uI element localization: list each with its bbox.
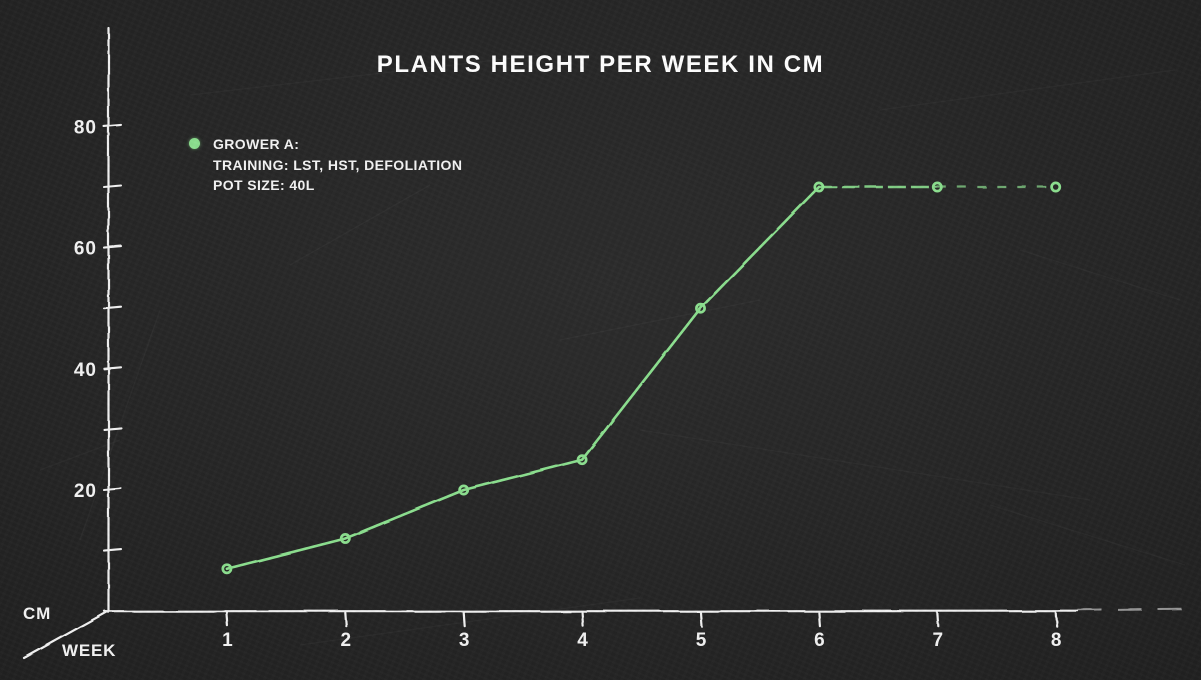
chart-title: PLANTS HEIGHT PER WEEK IN CM — [376, 51, 825, 78]
x-tick-label-5: 5 — [696, 630, 708, 651]
x-axis-label: WEEK — [62, 641, 117, 660]
x-tick-label-1: 1 — [222, 630, 234, 651]
data-point-week-7 — [931, 181, 943, 193]
data-point-week-1 — [221, 563, 233, 575]
data-point-week-3 — [458, 484, 470, 496]
legend-marker-icon — [189, 138, 200, 149]
y-tick-label-80: 80 — [74, 117, 97, 138]
legend-line-training: TRAINING: LST, HST, DEFOLIATION — [213, 156, 463, 173]
axis-tick-labels: 20 40 60 80 1 2 3 4 5 6 7 8 — [74, 117, 1063, 651]
x-tick-label-6: 6 — [814, 630, 826, 651]
growth-line-series — [225, 185, 1056, 571]
data-point-week-5 — [695, 302, 706, 314]
legend-line-grower: GROWER A: — [213, 136, 300, 152]
y-tick-label-40: 40 — [74, 360, 97, 381]
legend-text: GROWER A: TRAINING: LST, HST, DEFOLIATIO… — [213, 134, 462, 196]
data-point-week-2 — [339, 533, 351, 544]
data-point-week-4 — [576, 454, 588, 466]
axes — [22, 26, 1193, 660]
x-tick-label-2: 2 — [341, 630, 353, 651]
data-point-week-8 — [1050, 181, 1062, 193]
data-point-markers — [221, 181, 1062, 575]
legend: GROWER A: TRAINING: LST, HST, DEFOLIATIO… — [189, 134, 462, 196]
legend-line-potsize: POT SIZE: 40L — [213, 177, 315, 193]
x-tick-label-8: 8 — [1051, 630, 1063, 651]
y-tick-label-60: 60 — [74, 239, 97, 260]
x-tick-label-3: 3 — [459, 630, 471, 651]
x-tick-label-4: 4 — [577, 630, 589, 651]
y-tick-label-20: 20 — [74, 481, 97, 502]
x-tick-label-7: 7 — [933, 630, 945, 651]
y-axis-label: CM — [23, 604, 52, 623]
data-point-week-6 — [813, 181, 825, 193]
